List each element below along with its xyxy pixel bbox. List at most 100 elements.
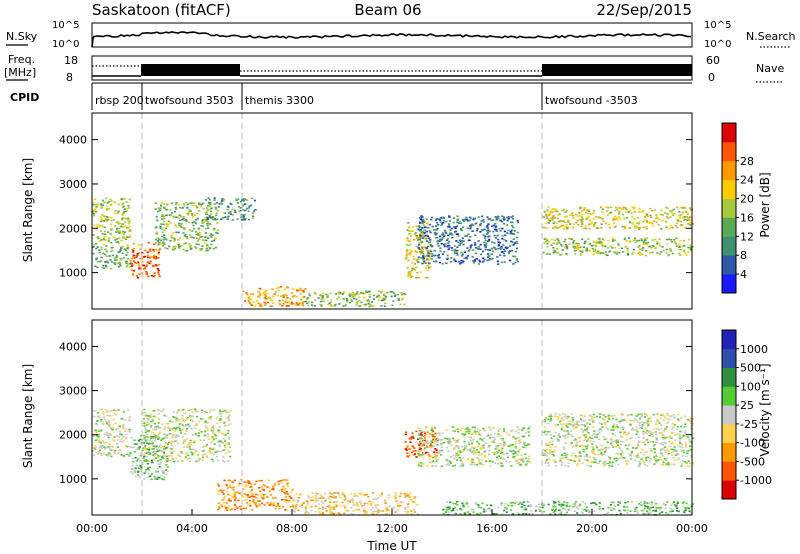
velocity-echo-region <box>129 434 170 481</box>
power-echo-region <box>404 219 432 279</box>
cpid-segment-label: twofsound 3503 <box>145 94 234 107</box>
power-echo-region <box>304 290 407 308</box>
freq-block-1 <box>141 64 240 76</box>
nave-tick-low: 0 <box>708 71 715 84</box>
velocity-cbar-label: Velocity [m s⁻¹] <box>758 363 772 456</box>
velocity-cbar-tick: -1000 <box>740 474 772 487</box>
velocity-panel: 1000 2000 3000 4000 00:00 04:00 08:00 12:00 16:… <box>21 319 708 553</box>
time-tick-label: 12:00 <box>376 522 408 535</box>
velocity-y-axis: 1000 2000 3000 4000 <box>59 340 692 486</box>
power-ylabel: Slant Range [km] <box>21 158 35 262</box>
power-echo-region <box>542 206 694 230</box>
nave-label: Nave <box>756 62 784 75</box>
velocity-echo-region <box>442 500 695 516</box>
power-ytick-label: 2000 <box>59 222 87 235</box>
power-cbar-tick: 16 <box>740 211 754 224</box>
power-ytick-label: 3000 <box>59 178 87 191</box>
power-ytick-label: 1000 <box>59 267 87 280</box>
velocity-colorbar-swatch <box>722 348 736 368</box>
power-colorbar-swatch <box>722 141 736 162</box>
time-x-axis: 00:00 04:00 08:00 12:00 16:00 20:00 00:00 <box>76 509 708 535</box>
power-cbar-tick: 8 <box>740 249 747 262</box>
station-title: Saskatoon (fitACF) <box>92 1 231 19</box>
power-colorbar-swatch <box>722 255 736 275</box>
nsky-tick-high: 10^5 <box>52 20 79 31</box>
time-tick-label: 04:00 <box>176 522 208 535</box>
cpid-segment-label: twofsound -3503 <box>545 94 638 107</box>
power-echo-region <box>92 197 132 248</box>
velocity-colorbar-swatch <box>722 442 736 462</box>
time-tick-label: 00:00 <box>76 522 108 535</box>
power-echo-region <box>92 246 132 270</box>
velocity-colorbar-swatch <box>722 480 736 500</box>
time-xlabel: Time UT <box>366 539 417 553</box>
nsky-trace <box>91 30 692 48</box>
freq-label-line2: [MHz] <box>4 66 36 79</box>
freq-block-2 <box>542 64 692 76</box>
velocity-cbar-tick: -25 <box>740 418 758 431</box>
freq-tick-low: 8 <box>66 71 73 84</box>
velocity-ytick-label: 3000 <box>59 385 87 398</box>
velocity-colorbar-swatch <box>722 386 736 406</box>
power-colorbar-swatch <box>722 160 736 181</box>
velocity-colorbar-swatch <box>722 461 736 481</box>
velocity-cbar-tick: 1000 <box>740 343 768 356</box>
velocity-colorbar: Velocity [m s⁻¹] 1000 500 100 25 -25 -100 -500… <box>721 329 772 500</box>
power-colorbar-swatch <box>722 274 736 294</box>
power-colorbar-swatch <box>722 179 736 199</box>
velocity-cbar-tick: 100 <box>740 380 761 393</box>
cpid-segment-label: rbsp 200 <box>95 94 144 107</box>
power-cbar-tick: 4 <box>740 268 747 281</box>
power-echo-region <box>204 197 257 221</box>
velocity-colorbar-swatch <box>722 330 736 350</box>
velocity-ytick-label: 4000 <box>59 340 87 353</box>
nsky-label: N.Sky <box>6 30 38 43</box>
velocity-colorbar-swatch <box>722 367 736 387</box>
velocity-echo-region <box>417 425 532 468</box>
velocity-echo-region <box>217 478 295 511</box>
power-colorbar-swatch <box>722 123 736 143</box>
velocity-ylabel: Slant Range [km] <box>21 364 35 468</box>
power-panel: 1000 2000 3000 4000 Slant Range [km] <box>21 112 694 310</box>
cpid-segment-label: themis 3300 <box>245 94 314 107</box>
beam-title: Beam 06 <box>354 1 421 19</box>
velocity-colorbar-swatch <box>722 423 736 444</box>
power-cbar-tick: 12 <box>740 230 754 243</box>
power-echo-region <box>242 286 307 308</box>
nsky-tick-low: 10^0 <box>52 39 79 50</box>
velocity-echo-layer <box>92 408 695 516</box>
cpid-label: CPID <box>10 91 39 104</box>
power-y-axis: 1000 2000 3000 4000 <box>59 134 692 280</box>
velocity-cbar-tick: 25 <box>740 399 754 412</box>
power-ytick-label: 4000 <box>59 134 87 147</box>
power-colorbar-swatch <box>722 198 736 218</box>
velocity-cbar-tick: -100 <box>740 437 765 450</box>
power-echo-layer <box>92 197 694 308</box>
velocity-echo-region <box>92 408 132 458</box>
date-title: 22/Sep/2015 <box>596 1 692 19</box>
nsearch-tick-high: 10^5 <box>704 20 731 31</box>
velocity-echo-region <box>142 408 232 463</box>
velocity-colorbar-swatch <box>722 405 736 425</box>
power-cbar-tick: 28 <box>740 155 754 168</box>
time-tick-label: 08:00 <box>276 522 308 535</box>
time-tick-label: 20:00 <box>576 522 608 535</box>
velocity-ytick-label: 2000 <box>59 429 87 442</box>
nave-tick-high: 60 <box>706 54 720 67</box>
power-echo-region <box>542 237 694 257</box>
freq-tick-high: 18 <box>64 54 78 67</box>
time-tick-label: 00:00 <box>676 522 708 535</box>
nsky-strip: N.Sky 10^5 10^0 10^5 10^0 N.Search <box>6 20 796 50</box>
power-echo-region <box>417 215 520 265</box>
velocity-ytick-label: 1000 <box>59 473 87 486</box>
power-colorbar-swatch <box>722 217 736 237</box>
freq-label-line1: Freq. <box>8 53 35 66</box>
nsearch-label: N.Search <box>746 30 796 43</box>
nsearch-tick-low: 10^0 <box>704 39 731 50</box>
power-cbar-tick: 24 <box>740 174 754 187</box>
velocity-cbar-tick: -500 <box>740 455 765 468</box>
power-echo-region <box>129 241 161 279</box>
power-colorbar: Power [dB] 4 8 12 16 20 24 28 <box>721 122 772 294</box>
power-cbar-label: Power [dB] <box>758 172 772 237</box>
